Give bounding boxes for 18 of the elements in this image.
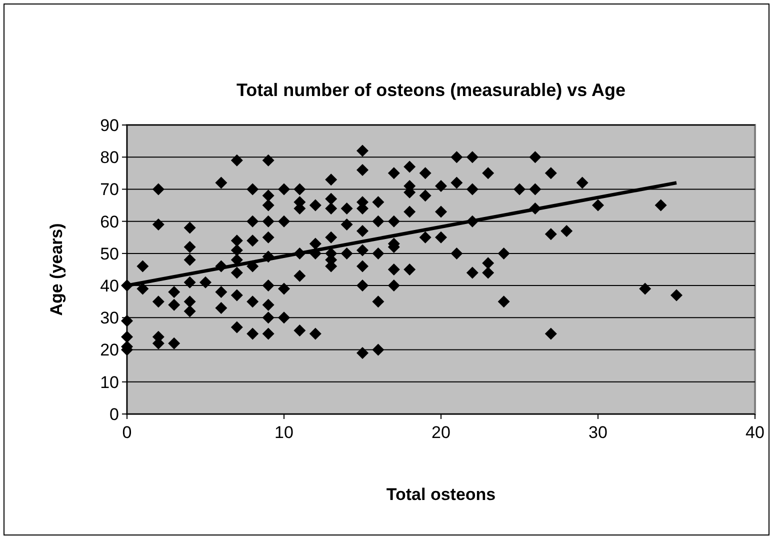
x-tick-label: 40 (746, 423, 764, 442)
y-tick-label: 90 (100, 116, 119, 135)
y-tick-label: 0 (110, 404, 119, 424)
x-tick-label: 20 (432, 423, 450, 442)
y-tick-label: 10 (100, 372, 119, 392)
y-tick-label: 80 (100, 148, 119, 168)
x-axis-title: Total osteons (386, 485, 496, 504)
y-tick-label: 40 (100, 276, 119, 296)
x-tick-label: 10 (274, 423, 294, 442)
y-tick-label: 20 (100, 340, 119, 360)
x-tick-label: 0 (122, 423, 132, 442)
y-tick-label: 70 (100, 180, 119, 200)
y-axis-title: Age (years) (47, 223, 66, 316)
chart-title: Total number of osteons (measurable) vs Age (236, 80, 626, 100)
y-tick-label: 30 (100, 308, 119, 328)
x-tick-label: 30 (588, 423, 608, 442)
y-tick-label: 50 (100, 244, 119, 264)
y-tick-label: 60 (100, 212, 119, 232)
